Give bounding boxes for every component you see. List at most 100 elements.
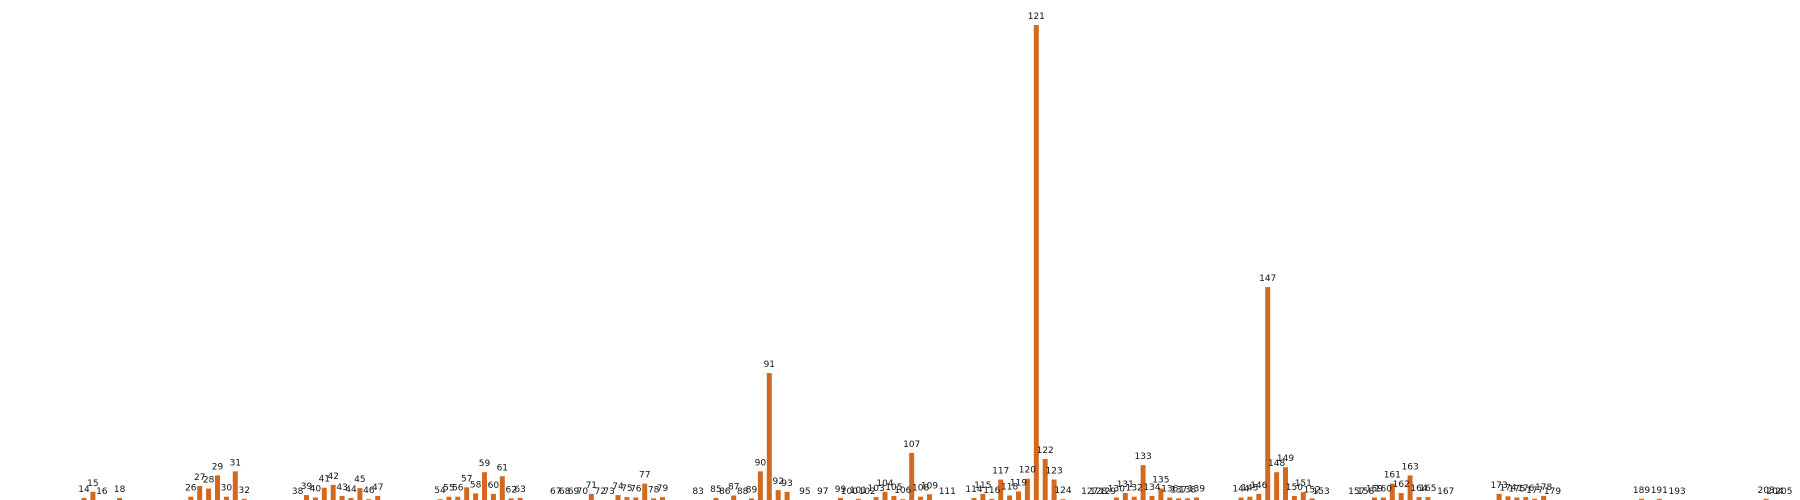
bar-61 <box>499 476 505 500</box>
bars-group <box>81 25 1769 500</box>
bar-18 <box>117 497 123 500</box>
bar-label-162: 162 <box>1393 480 1410 490</box>
bar-30 <box>223 496 229 500</box>
bar-label-108: 108 <box>912 484 929 494</box>
bar-label-152: 152 <box>1304 485 1321 495</box>
bar-label-105: 105 <box>885 483 902 493</box>
bar-label-55: 55 <box>443 484 454 494</box>
bar-label-193: 193 <box>1669 487 1686 497</box>
bar-101 <box>855 498 861 500</box>
bar-145 <box>1247 496 1253 500</box>
bar-label-136: 136 <box>1161 485 1178 495</box>
bar-91 <box>766 373 772 500</box>
bar-label-148: 148 <box>1268 459 1285 469</box>
bar-label-42: 42 <box>327 472 338 482</box>
bar-label-89: 89 <box>746 485 758 495</box>
bar-label-191: 191 <box>1651 486 1668 496</box>
bar-label-56: 56 <box>452 484 464 494</box>
bar-label-88: 88 <box>737 487 749 497</box>
bar-14 <box>81 497 87 500</box>
bar-label-128: 128 <box>1090 487 1107 497</box>
bar-151 <box>1300 492 1306 500</box>
bar-203 <box>1763 498 1769 500</box>
bar-label-150: 150 <box>1286 483 1303 493</box>
bar-99 <box>838 497 843 500</box>
bar-150 <box>1291 495 1297 500</box>
bar-label-115: 115 <box>974 481 991 491</box>
bar-47 <box>375 495 381 500</box>
bar-label-107: 107 <box>903 440 920 450</box>
bar-label-204: 204 <box>1766 487 1783 497</box>
bar-label-45: 45 <box>354 475 365 485</box>
bar-label-153: 153 <box>1313 487 1330 497</box>
bar-label-124: 124 <box>1054 486 1071 496</box>
bar-label-78: 78 <box>648 485 660 495</box>
bar-label-73: 73 <box>603 487 614 497</box>
bar-29 <box>215 475 220 500</box>
bar-55 <box>446 496 452 500</box>
bar-117 <box>998 479 1004 500</box>
bar-label-173: 173 <box>1491 481 1508 491</box>
bar-label-117: 117 <box>992 467 1009 477</box>
bar-57 <box>464 487 470 500</box>
bar-label-57: 57 <box>461 474 472 484</box>
bar-label-75: 75 <box>621 484 632 494</box>
bar-164 <box>1416 497 1422 500</box>
bar-28 <box>206 488 212 500</box>
bar-label-76: 76 <box>630 485 642 495</box>
bar-label-41: 41 <box>319 475 330 485</box>
bar-label-161: 161 <box>1384 471 1401 481</box>
bar-label-26: 26 <box>185 484 197 494</box>
bar-139 <box>1194 497 1199 500</box>
bar-43 <box>339 495 345 500</box>
bar-label-30: 30 <box>221 484 233 494</box>
bar-163 <box>1407 475 1413 500</box>
bar-label-27: 27 <box>194 473 205 483</box>
bar-161 <box>1389 483 1395 500</box>
bar-41 <box>321 487 327 500</box>
bar-label-167: 167 <box>1437 487 1454 497</box>
bar-label-147: 147 <box>1259 274 1276 284</box>
bar-label-54: 54 <box>434 486 446 496</box>
bar-label-133: 133 <box>1135 452 1152 462</box>
bar-148 <box>1274 472 1280 500</box>
bar-label-79: 79 <box>657 484 669 494</box>
bar-label-106: 106 <box>894 486 911 496</box>
bar-label-116: 116 <box>983 486 1000 496</box>
bar-152 <box>1309 498 1315 500</box>
bar-label-58: 58 <box>470 480 482 490</box>
bar-label-39: 39 <box>301 482 313 492</box>
bar-label-86: 86 <box>719 487 731 497</box>
bar-label-178: 178 <box>1535 483 1552 493</box>
bar-label-149: 149 <box>1277 454 1294 464</box>
bar-63 <box>517 497 523 500</box>
bar-173 <box>1496 493 1502 500</box>
bar-159 <box>1372 497 1377 500</box>
bar-136 <box>1167 497 1173 500</box>
bar-label-138: 138 <box>1179 485 1196 495</box>
bar-label-104: 104 <box>876 479 893 489</box>
bar-label-32: 32 <box>238 486 249 496</box>
bar-label-97: 97 <box>817 487 828 497</box>
bar-59 <box>482 472 487 500</box>
bar-label-91: 91 <box>764 360 775 370</box>
bar-123 <box>1051 479 1057 500</box>
bar-103 <box>873 497 879 500</box>
bar-label-100: 100 <box>841 487 858 497</box>
bar-label-114: 114 <box>965 485 982 495</box>
bar-45 <box>357 488 363 500</box>
bar-label-158: 158 <box>1357 487 1374 497</box>
bar-label-46: 46 <box>363 486 375 496</box>
bar-137 <box>1176 498 1182 500</box>
bar-label-93: 93 <box>781 479 792 489</box>
bar-87 <box>731 495 737 500</box>
bar-label-18: 18 <box>114 485 126 495</box>
bar-26 <box>188 496 194 500</box>
bar-label-130: 130 <box>1108 485 1125 495</box>
bar-131 <box>1122 493 1128 500</box>
bar-label-103: 103 <box>868 484 885 494</box>
bar-174 <box>1505 496 1511 500</box>
bar-label-134: 134 <box>1143 483 1160 493</box>
